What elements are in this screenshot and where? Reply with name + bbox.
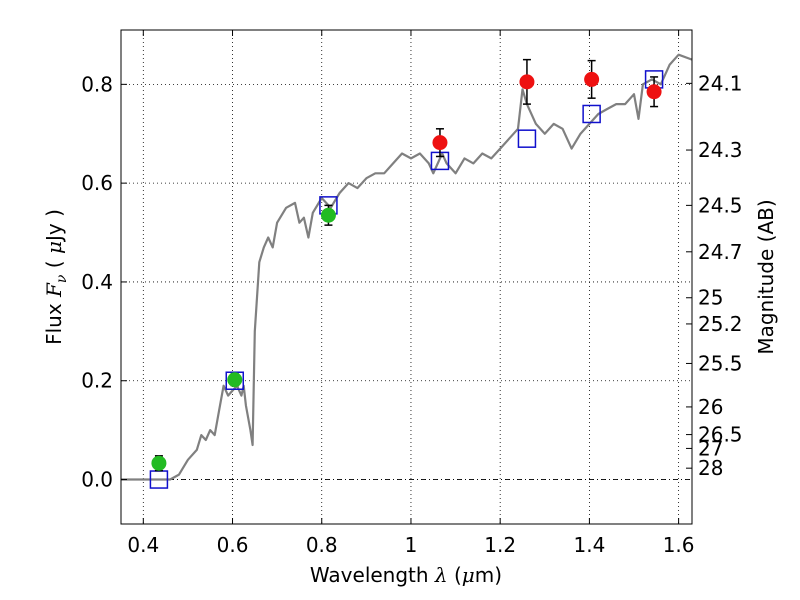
- model-square-marker: [225, 371, 245, 390]
- y-axis-open-paren: (: [42, 254, 66, 275]
- magnitude-tick-label: 27: [698, 436, 723, 460]
- y-tick-label: 0.2: [81, 369, 113, 393]
- x-axis-mu-symbol: μ: [462, 563, 475, 587]
- red-data-point: [584, 71, 600, 87]
- observed-red-points: [432, 58, 662, 158]
- magnitude-tick-label: 25.2: [698, 312, 743, 336]
- x-tick-label: 0.6: [217, 533, 249, 557]
- observed-green-points: [151, 204, 336, 472]
- magnitude-tick-label: 26: [698, 395, 723, 419]
- x-tick-label: 0.8: [306, 533, 338, 557]
- x-tick-label: 1: [405, 533, 418, 557]
- magnitude-axis-title: Magnitude (AB): [754, 199, 778, 354]
- magnitude-tick-label: 25.5: [698, 351, 743, 375]
- magnitude-tick-label: 24.7: [698, 240, 743, 264]
- axis-ticks: [121, 30, 692, 524]
- model-spectrum-line: [121, 53, 693, 481]
- x-tick-label: 1.2: [484, 533, 516, 557]
- x-axis-title: Wavelength λ (μm): [310, 563, 502, 587]
- red-data-point: [519, 74, 535, 90]
- x-axis-lambda-symbol: λ: [434, 563, 448, 587]
- x-tick-label: 1.6: [663, 533, 695, 557]
- y-axis-title: Flux Fν ( μJy ): [42, 209, 70, 345]
- red-data-point: [646, 84, 662, 100]
- plot-frame: [120, 29, 693, 525]
- model-square-marker: [582, 104, 601, 124]
- model-spectrum-series: [121, 53, 693, 481]
- y-axis-unit: Jy ): [42, 209, 66, 243]
- model-square-marker: [517, 129, 537, 148]
- y-tick-label: 0.8: [81, 72, 113, 96]
- magnitude-tick-label: 24.3: [698, 138, 743, 162]
- x-tick-label: 0.4: [127, 533, 159, 557]
- y-axis-f-symbol: F: [42, 282, 66, 298]
- model-bandpass-points: [149, 70, 664, 489]
- y-tick-label: 0.0: [81, 468, 113, 492]
- green-data-point: [151, 455, 167, 471]
- y-tick-label: 0.6: [81, 171, 113, 195]
- magnitude-tick-label: 24.1: [698, 71, 743, 95]
- y-tick-labels: 0.0 0.2 0.4 0.6 0.8: [81, 72, 113, 491]
- y-tick-label: 0.4: [81, 270, 113, 294]
- magnitude-tick-label: 26.5: [698, 423, 743, 447]
- grid-lines: [121, 30, 692, 524]
- x-axis-title-text: Wavelength: [310, 563, 435, 587]
- y-axis-nu-subscript: ν: [54, 274, 70, 283]
- green-data-point: [227, 372, 243, 388]
- magnitude-tick-label: 25: [698, 286, 723, 310]
- x-tick-labels: 0.4 0.6 0.8 1 1.2 1.4 1.6: [127, 533, 694, 557]
- x-tick-label: 1.4: [573, 533, 605, 557]
- y-axis-title-text: Flux: [42, 297, 66, 345]
- red-data-point: [432, 135, 448, 151]
- green-data-point: [320, 207, 336, 223]
- y-axis-mu-symbol: μ: [42, 241, 66, 254]
- magnitude-tick-label: 24.5: [698, 193, 743, 217]
- x-axis-unit: m): [475, 563, 502, 587]
- x-axis-open-paren: (: [448, 563, 462, 587]
- magnitude-tick-label: 28: [698, 456, 723, 480]
